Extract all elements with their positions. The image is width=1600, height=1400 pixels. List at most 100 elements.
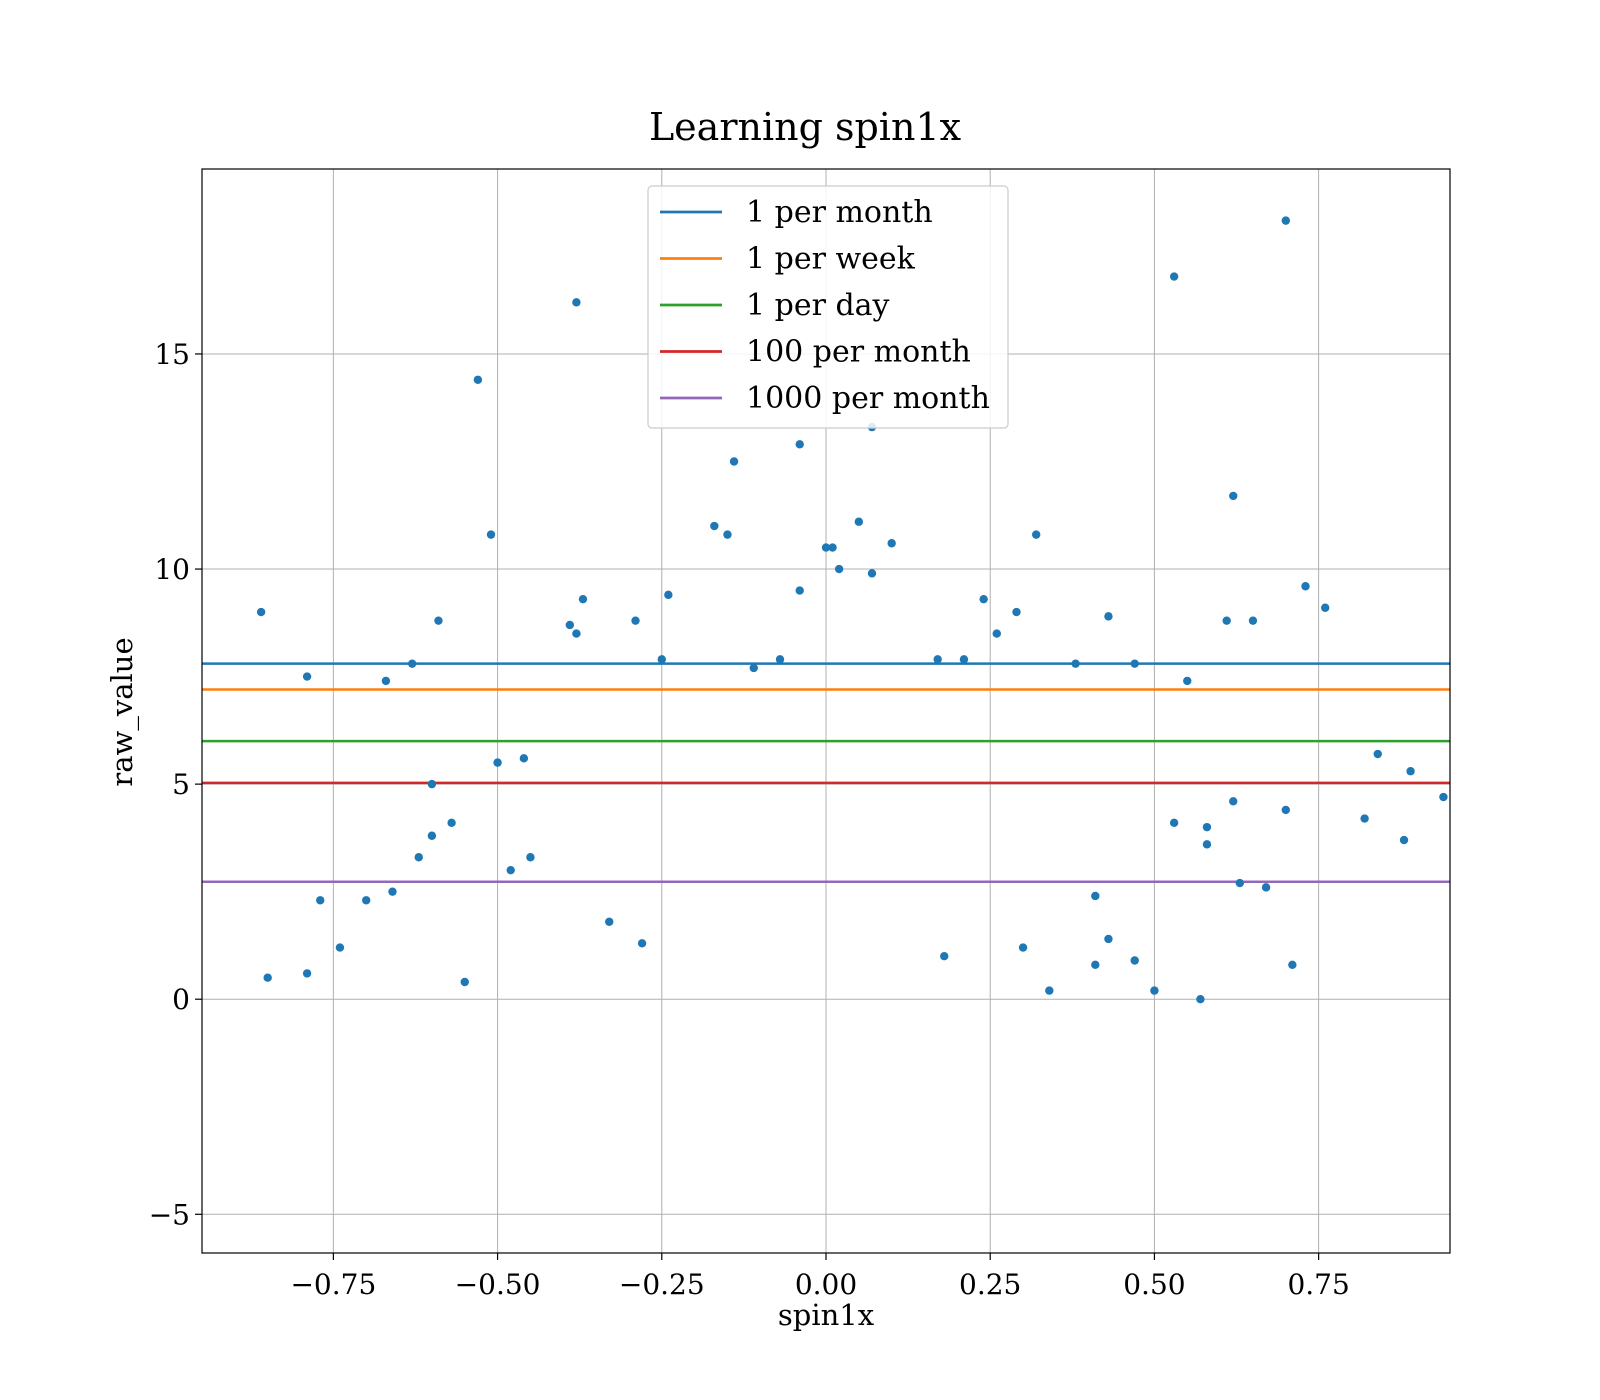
legend-label: 1 per month bbox=[746, 195, 933, 230]
data-point bbox=[572, 298, 581, 307]
y-axis-ticks: −5 0 5 10 15 bbox=[149, 338, 202, 1231]
data-point bbox=[867, 569, 877, 578]
data-point bbox=[434, 616, 443, 625]
data-point bbox=[407, 659, 417, 668]
data-point bbox=[572, 629, 581, 638]
data-point bbox=[1031, 530, 1041, 539]
data-point bbox=[933, 655, 942, 664]
data-point bbox=[1091, 960, 1100, 969]
legend-label: 100 per month bbox=[746, 335, 971, 370]
data-point bbox=[302, 969, 312, 978]
data-point bbox=[940, 951, 949, 961]
data-points bbox=[256, 216, 1448, 1004]
data-point bbox=[959, 655, 969, 664]
x-axis-label: spin1x bbox=[778, 1298, 874, 1332]
data-point bbox=[1373, 749, 1382, 759]
data-point bbox=[447, 818, 456, 828]
data-point bbox=[1360, 814, 1369, 823]
data-point bbox=[1091, 891, 1100, 901]
data-point bbox=[1439, 792, 1448, 802]
data-point bbox=[1399, 835, 1409, 845]
data-point bbox=[631, 616, 640, 625]
data-point bbox=[316, 896, 325, 905]
data-point bbox=[821, 543, 831, 552]
data-point bbox=[1202, 822, 1212, 832]
data-point bbox=[1288, 960, 1297, 969]
data-point bbox=[1071, 659, 1080, 668]
legend-label: 1 per week bbox=[746, 242, 916, 277]
data-point bbox=[1104, 612, 1113, 621]
data-point bbox=[460, 977, 469, 987]
x-tick-label: 0.00 bbox=[795, 1268, 857, 1301]
data-point bbox=[526, 853, 535, 862]
data-point bbox=[1045, 986, 1054, 995]
data-point bbox=[605, 917, 614, 926]
data-point bbox=[1169, 272, 1179, 281]
y-axis-label: raw_value bbox=[105, 637, 140, 786]
data-point bbox=[795, 586, 804, 595]
data-point bbox=[664, 590, 673, 600]
data-point bbox=[263, 973, 272, 982]
data-point bbox=[854, 517, 864, 526]
legend-label: 1 per day bbox=[746, 288, 890, 323]
data-point bbox=[578, 594, 588, 604]
legend-box bbox=[647, 185, 1009, 429]
data-point bbox=[1104, 934, 1113, 944]
data-point bbox=[1196, 995, 1205, 1004]
y-tick-label: 5 bbox=[172, 768, 190, 801]
legend-label: 1000 per month bbox=[746, 381, 990, 416]
threshold-lines bbox=[202, 662, 1450, 884]
data-point bbox=[657, 655, 666, 664]
data-point bbox=[1281, 216, 1290, 225]
data-point bbox=[723, 530, 732, 539]
data-point bbox=[427, 831, 437, 840]
data-point bbox=[1150, 986, 1159, 995]
data-point bbox=[710, 521, 719, 531]
data-point bbox=[1261, 883, 1271, 892]
data-point bbox=[1229, 491, 1238, 501]
data-point bbox=[828, 543, 837, 552]
data-point bbox=[388, 887, 397, 896]
x-tick-label: −0.50 bbox=[455, 1268, 541, 1301]
data-point bbox=[1018, 943, 1028, 952]
legend: 1 per month 1 per week 1 per day 100 per mo… bbox=[647, 185, 1009, 429]
x-tick-label: −0.25 bbox=[619, 1268, 705, 1301]
data-point bbox=[493, 758, 502, 767]
data-point bbox=[729, 457, 739, 466]
data-point bbox=[362, 896, 371, 905]
data-point bbox=[637, 939, 647, 948]
data-point bbox=[256, 607, 266, 617]
data-point bbox=[1222, 616, 1231, 625]
data-point bbox=[775, 655, 785, 664]
data-point bbox=[1321, 603, 1330, 612]
data-point bbox=[427, 779, 437, 789]
chart-title: Learning spin1x bbox=[649, 105, 961, 149]
data-point bbox=[834, 564, 844, 574]
data-point bbox=[414, 853, 423, 862]
data-point bbox=[486, 530, 496, 539]
data-point bbox=[1130, 956, 1139, 965]
y-tick-label: 10 bbox=[154, 553, 190, 586]
data-point bbox=[1169, 818, 1179, 828]
data-point bbox=[1229, 797, 1238, 806]
data-point bbox=[1183, 676, 1192, 686]
data-point bbox=[381, 676, 391, 686]
data-point bbox=[506, 865, 515, 875]
x-tick-label: −0.75 bbox=[290, 1268, 376, 1301]
x-tick-label: 0.75 bbox=[1287, 1268, 1349, 1301]
data-point bbox=[302, 672, 312, 681]
data-point bbox=[979, 594, 988, 604]
data-point bbox=[887, 539, 896, 548]
data-point bbox=[1235, 878, 1245, 888]
data-point bbox=[1248, 616, 1258, 625]
y-tick-label: 15 bbox=[154, 338, 190, 371]
data-point bbox=[1301, 582, 1310, 591]
data-point bbox=[473, 375, 483, 384]
x-tick-label: 0.50 bbox=[1123, 1268, 1185, 1301]
data-point bbox=[565, 620, 575, 630]
data-point bbox=[1202, 840, 1212, 849]
data-point bbox=[519, 754, 529, 763]
x-tick-label: 0.25 bbox=[959, 1268, 1021, 1301]
data-point bbox=[335, 943, 345, 952]
